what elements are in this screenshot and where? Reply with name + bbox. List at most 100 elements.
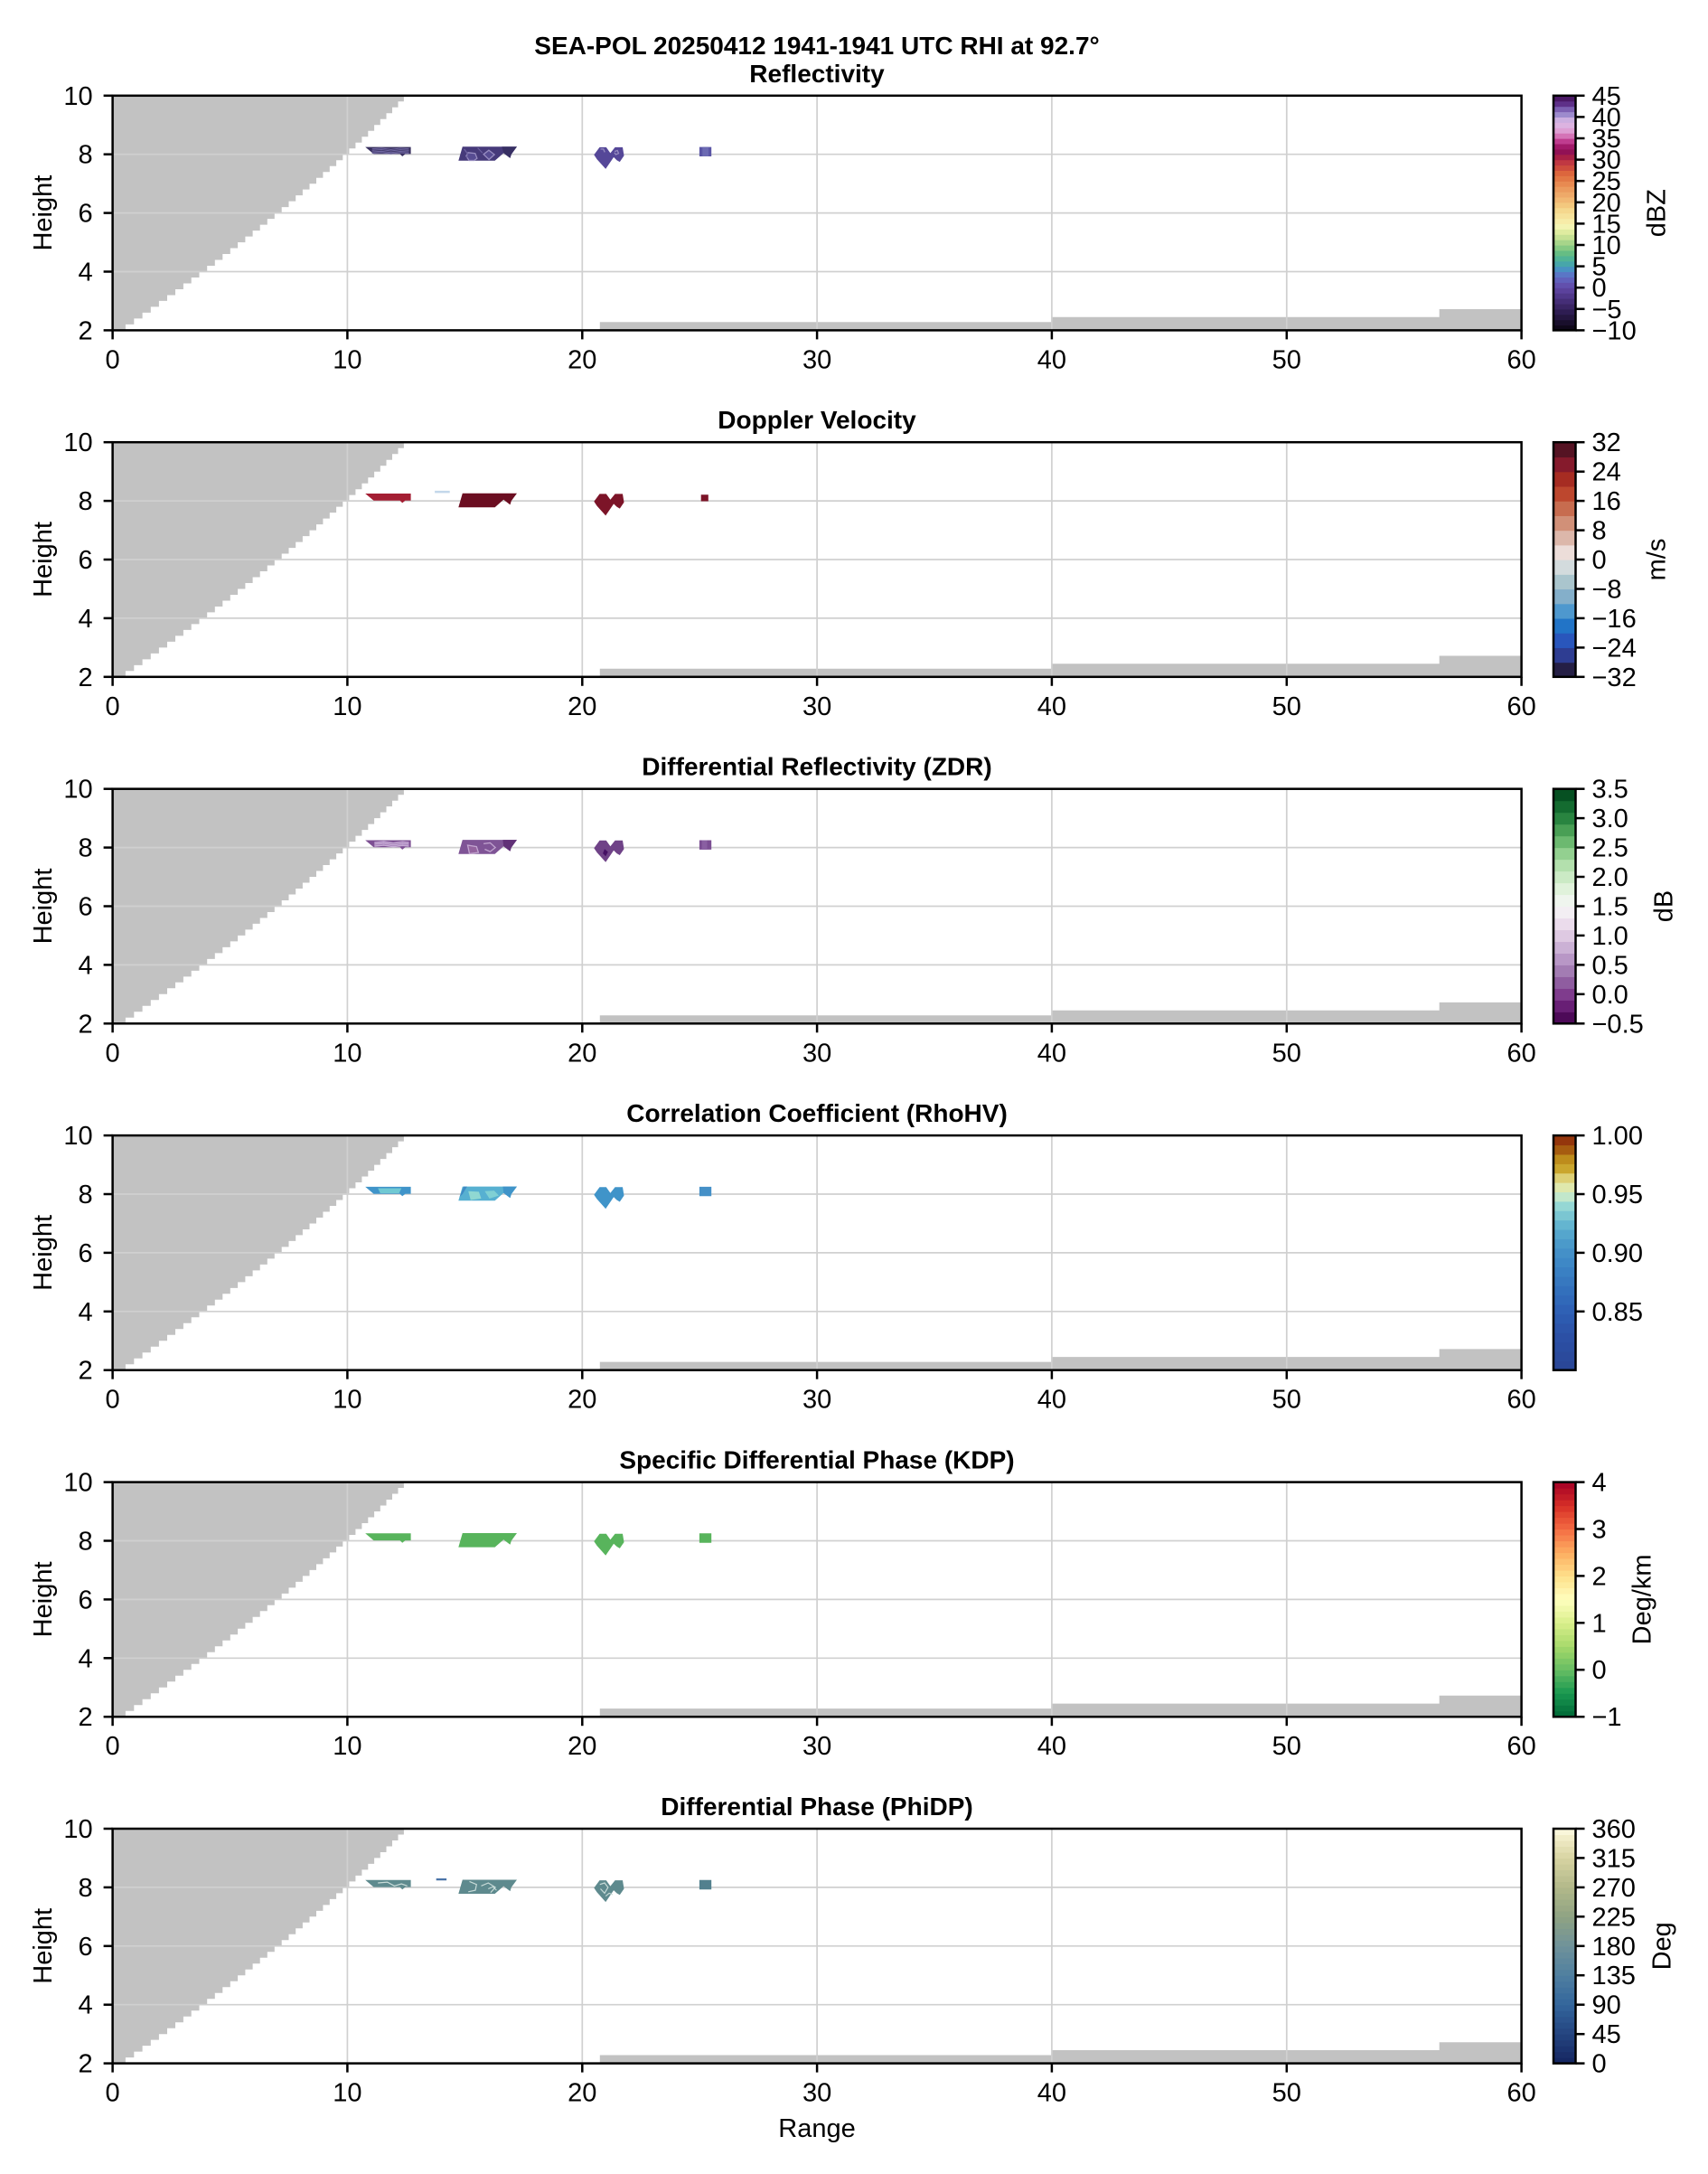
svg-text:40: 40 <box>1037 345 1066 374</box>
svg-text:SEA-POL 20250412 1941-1941 UTC: SEA-POL 20250412 1941-1941 UTC RHI at 92… <box>534 32 1099 60</box>
svg-text:3.0: 3.0 <box>1592 805 1628 833</box>
svg-text:10: 10 <box>63 776 92 805</box>
svg-text:30: 30 <box>802 1386 831 1415</box>
svg-text:10: 10 <box>1592 231 1621 260</box>
svg-text:0: 0 <box>1592 274 1607 303</box>
svg-text:8: 8 <box>78 1528 92 1557</box>
svg-text:15: 15 <box>1592 210 1621 239</box>
svg-text:45: 45 <box>1592 82 1621 111</box>
svg-text:Differential Reflectivity (ZDR: Differential Reflectivity (ZDR) <box>642 753 991 781</box>
svg-text:0: 0 <box>1592 2050 1607 2079</box>
svg-text:2: 2 <box>78 1010 92 1039</box>
svg-text:60: 60 <box>1506 2079 1535 2108</box>
svg-text:25: 25 <box>1592 167 1621 196</box>
svg-text:40: 40 <box>1037 1039 1066 1068</box>
svg-text:135: 135 <box>1592 1962 1636 1990</box>
svg-text:180: 180 <box>1592 1933 1636 1962</box>
svg-text:1.5: 1.5 <box>1592 893 1628 922</box>
svg-text:Height: Height <box>29 1908 58 1984</box>
svg-text:0.95: 0.95 <box>1592 1181 1643 1209</box>
svg-text:Correlation Coefficient (RhoHV: Correlation Coefficient (RhoHV) <box>626 1099 1008 1127</box>
svg-text:10: 10 <box>333 1386 361 1415</box>
svg-text:10: 10 <box>333 1039 361 1068</box>
svg-text:−16: −16 <box>1592 605 1637 634</box>
svg-text:8: 8 <box>1592 517 1607 546</box>
svg-text:2: 2 <box>78 1703 92 1732</box>
svg-text:30: 30 <box>802 692 831 721</box>
svg-text:32: 32 <box>1592 428 1621 457</box>
svg-text:0.85: 0.85 <box>1592 1298 1643 1327</box>
svg-text:10: 10 <box>333 2079 361 2108</box>
svg-text:3.5: 3.5 <box>1592 776 1628 805</box>
svg-text:360: 360 <box>1592 1815 1636 1844</box>
svg-text:Doppler Velocity: Doppler Velocity <box>718 406 916 434</box>
svg-text:40: 40 <box>1037 1732 1066 1761</box>
svg-text:45: 45 <box>1592 2020 1621 2049</box>
svg-text:10: 10 <box>63 82 92 111</box>
svg-text:60: 60 <box>1506 1386 1535 1415</box>
svg-text:0: 0 <box>1592 1656 1607 1685</box>
svg-text:dB: dB <box>1650 890 1679 922</box>
svg-text:2.5: 2.5 <box>1592 834 1628 863</box>
svg-text:Height: Height <box>29 175 58 251</box>
svg-text:Reflectivity: Reflectivity <box>749 60 885 88</box>
svg-text:10: 10 <box>63 1815 92 1844</box>
svg-text:50: 50 <box>1272 2079 1301 2108</box>
svg-text:−5: −5 <box>1592 296 1622 325</box>
svg-text:2: 2 <box>78 316 92 345</box>
svg-text:1.00: 1.00 <box>1592 1122 1643 1151</box>
svg-text:2: 2 <box>78 663 92 692</box>
svg-text:40: 40 <box>1592 103 1621 132</box>
svg-text:5: 5 <box>1592 253 1607 282</box>
svg-text:6: 6 <box>78 893 92 922</box>
svg-text:8: 8 <box>78 1181 92 1209</box>
svg-text:6: 6 <box>78 200 92 229</box>
svg-text:0: 0 <box>1592 546 1607 575</box>
svg-text:40: 40 <box>1037 692 1066 721</box>
svg-text:20: 20 <box>568 1732 596 1761</box>
svg-text:0: 0 <box>106 2079 120 2108</box>
svg-text:270: 270 <box>1592 1874 1636 1903</box>
svg-text:1: 1 <box>1592 1609 1607 1638</box>
svg-text:50: 50 <box>1272 1039 1301 1068</box>
svg-text:20: 20 <box>568 1386 596 1415</box>
svg-text:0.0: 0.0 <box>1592 981 1628 1010</box>
svg-text:0: 0 <box>106 1039 120 1068</box>
svg-text:50: 50 <box>1272 1732 1301 1761</box>
svg-text:0.5: 0.5 <box>1592 951 1628 980</box>
svg-text:30: 30 <box>802 2079 831 2108</box>
svg-text:20: 20 <box>568 692 596 721</box>
svg-text:0: 0 <box>106 1386 120 1415</box>
svg-text:4: 4 <box>78 951 92 980</box>
svg-text:50: 50 <box>1272 692 1301 721</box>
svg-text:225: 225 <box>1592 1903 1636 1932</box>
svg-text:6: 6 <box>78 1239 92 1268</box>
svg-text:Range: Range <box>778 2114 855 2143</box>
svg-text:−0.5: −0.5 <box>1592 1010 1644 1039</box>
svg-text:0: 0 <box>106 692 120 721</box>
svg-text:2: 2 <box>78 2050 92 2079</box>
svg-text:2: 2 <box>1592 1562 1607 1591</box>
svg-text:40: 40 <box>1037 2079 1066 2108</box>
svg-text:8: 8 <box>78 1874 92 1903</box>
svg-text:4: 4 <box>78 1644 92 1673</box>
svg-text:Height: Height <box>29 1215 58 1291</box>
svg-text:10: 10 <box>333 692 361 721</box>
svg-text:10: 10 <box>63 1469 92 1498</box>
svg-text:50: 50 <box>1272 1386 1301 1415</box>
svg-text:0: 0 <box>106 345 120 374</box>
svg-text:Deg/km: Deg/km <box>1628 1554 1657 1644</box>
svg-text:4: 4 <box>78 259 92 287</box>
svg-text:30: 30 <box>802 1732 831 1761</box>
svg-text:−10: −10 <box>1592 316 1637 345</box>
svg-text:30: 30 <box>1592 146 1621 175</box>
svg-text:60: 60 <box>1506 345 1535 374</box>
svg-text:0.90: 0.90 <box>1592 1239 1643 1268</box>
svg-text:−8: −8 <box>1592 576 1622 605</box>
svg-text:40: 40 <box>1037 1386 1066 1415</box>
svg-text:10: 10 <box>333 1732 361 1761</box>
svg-text:35: 35 <box>1592 125 1621 154</box>
svg-text:−32: −32 <box>1592 663 1637 692</box>
svg-text:20: 20 <box>568 345 596 374</box>
svg-text:20: 20 <box>568 2079 596 2108</box>
